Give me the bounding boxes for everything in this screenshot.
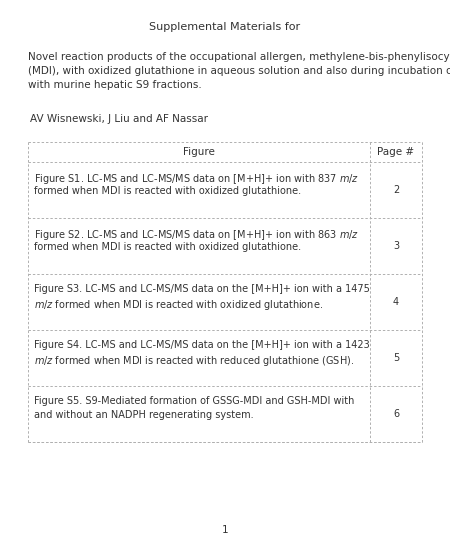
Text: Figure S1. LC-MS and LC-MS/MS data on [M+H]+ ion with 837 $m/z$: Figure S1. LC-MS and LC-MS/MS data on [M… bbox=[34, 172, 359, 186]
Text: formed when MDI is reacted with oxidized glutathione.: formed when MDI is reacted with oxidized… bbox=[34, 242, 301, 252]
Text: with murine hepatic S9 fractions.: with murine hepatic S9 fractions. bbox=[28, 80, 202, 90]
Text: and without an NADPH regenerating system.: and without an NADPH regenerating system… bbox=[34, 410, 254, 420]
Text: 4: 4 bbox=[393, 297, 399, 307]
Text: Figure S5. S9-Mediated formation of GSSG-MDI and GSH-MDI with: Figure S5. S9-Mediated formation of GSSG… bbox=[34, 396, 355, 406]
Text: Figure: Figure bbox=[183, 147, 215, 157]
Text: Figure S3. LC-MS and LC-MS/MS data on the [M+H]+ ion with a 1475: Figure S3. LC-MS and LC-MS/MS data on th… bbox=[34, 284, 370, 294]
Text: $m/z$ formed when MDI is reacted with oxidized glutathione.: $m/z$ formed when MDI is reacted with ox… bbox=[34, 298, 323, 312]
Text: Novel reaction products of the occupational allergen, methylene-bis-phenylisocya: Novel reaction products of the occupatio… bbox=[28, 52, 450, 62]
Text: Figure S2. LC-MS and LC-MS/MS data on [M+H]+ ion with 863 $m/z$: Figure S2. LC-MS and LC-MS/MS data on [M… bbox=[34, 228, 359, 242]
Text: AV Wisnewski, J Liu and AF Nassar: AV Wisnewski, J Liu and AF Nassar bbox=[30, 114, 208, 124]
Text: 1: 1 bbox=[222, 525, 228, 535]
Text: 3: 3 bbox=[393, 241, 399, 251]
Text: 2: 2 bbox=[393, 185, 399, 195]
Text: formed when MDI is reacted with oxidized glutathione.: formed when MDI is reacted with oxidized… bbox=[34, 186, 301, 196]
Text: $m/z$ formed when MDI is reacted with reduced glutathione (GSH).: $m/z$ formed when MDI is reacted with re… bbox=[34, 354, 354, 368]
Text: (MDI), with oxidized glutathione in aqueous solution and also during incubation : (MDI), with oxidized glutathione in aque… bbox=[28, 66, 450, 76]
Text: Page #: Page # bbox=[378, 147, 414, 157]
Text: Supplemental Materials for: Supplemental Materials for bbox=[149, 22, 301, 32]
Text: Figure S4. LC-MS and LC-MS/MS data on the [M+H]+ ion with a 1423: Figure S4. LC-MS and LC-MS/MS data on th… bbox=[34, 340, 370, 350]
Text: 6: 6 bbox=[393, 409, 399, 419]
Text: 5: 5 bbox=[393, 353, 399, 363]
